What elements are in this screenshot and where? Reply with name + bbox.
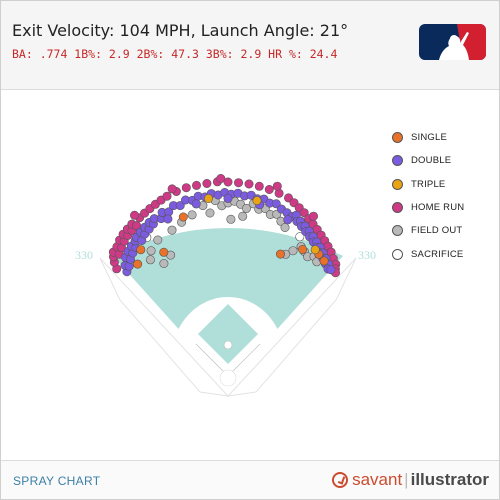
legend-label-field-out: FIELD OUT: [411, 225, 463, 237]
point-double: [175, 201, 185, 211]
point-home-run: [244, 179, 254, 189]
legend-label-double: DOUBLE: [411, 155, 452, 167]
point-double: [163, 214, 173, 224]
point-single: [178, 212, 188, 222]
single-dot-icon: [392, 132, 403, 144]
point-home-run: [308, 211, 318, 221]
legend-label-sacrifice: SACRIFICE: [411, 248, 464, 260]
footer: SPRAY CHART savant | illustrator: [1, 460, 499, 499]
point-field-out: [159, 258, 169, 268]
point-home-run: [299, 208, 309, 218]
legend-label-single: SINGLE: [411, 132, 448, 144]
point-home-run: [254, 181, 264, 191]
home-run-dot-icon: [392, 202, 403, 214]
chart-subtitle: BA: .774 1B%: 2.9 2B%: 47.3 3B%: 2.9 HR …: [12, 47, 338, 61]
point-field-out: [145, 255, 155, 265]
point-triple: [204, 194, 214, 204]
legend-item-home-run: HOME RUN: [392, 196, 464, 219]
chart-title: Exit Velocity: 104 MPH, Launch Angle: 21…: [12, 21, 349, 40]
left-foul-distance-label: 330: [75, 248, 93, 262]
point-double: [223, 193, 233, 203]
brand-savant-text: savant: [352, 470, 403, 489]
point-home-run: [234, 178, 244, 188]
point-field-out: [187, 210, 197, 220]
brand-illustrator-text: illustrator: [410, 470, 489, 489]
point-triple: [252, 196, 262, 206]
point-double: [283, 215, 293, 225]
point-home-run: [181, 183, 191, 193]
spray-chart: 330 330: [75, 174, 376, 397]
legend-item-sacrifice: SACRIFICE: [392, 242, 464, 265]
savant-illustrator-brand: savant | illustrator: [332, 470, 489, 490]
sacrifice-dot-icon: [392, 248, 403, 260]
home-plate-area: [219, 369, 237, 387]
point-home-run: [216, 174, 226, 184]
infield: [178, 297, 278, 387]
point-home-run: [162, 191, 172, 201]
baselines: [195, 343, 261, 377]
foul-territory-outline: [99, 257, 230, 397]
double-dot-icon: [392, 155, 403, 167]
header: Exit Velocity: 104 MPH, Launch Angle: 21…: [1, 1, 499, 90]
legend: SINGLE DOUBLE TRIPLE HOME RUN FIELD OUT …: [392, 126, 464, 266]
infield-grass: [198, 304, 258, 364]
legend-item-triple: TRIPLE: [392, 173, 464, 196]
legend-item-double: DOUBLE: [392, 149, 464, 172]
point-field-out: [280, 223, 290, 233]
savant-logo-icon: [332, 472, 349, 488]
point-field-out: [226, 214, 236, 224]
point-triple: [310, 245, 320, 255]
point-single: [136, 245, 146, 255]
point-field-out: [205, 208, 215, 218]
pitchers-mound: [223, 340, 233, 350]
triple-dot-icon: [392, 178, 403, 190]
point-double: [326, 265, 336, 275]
foul-territory-outline-right: [226, 257, 357, 397]
point-home-run: [130, 210, 140, 220]
legend-label-triple: TRIPLE: [411, 178, 446, 190]
mlb-logo-icon: [419, 24, 486, 60]
point-home-run: [202, 179, 212, 189]
point-field-out: [167, 225, 177, 235]
point-single: [133, 259, 143, 269]
legend-item-single: SINGLE: [392, 126, 464, 149]
legend-label-home-run: HOME RUN: [411, 202, 465, 214]
point-field-out: [238, 211, 248, 221]
point-sacrifice: [295, 232, 305, 242]
right-foul-distance-label: 330: [358, 248, 376, 262]
point-home-run: [264, 185, 274, 195]
point-single: [298, 245, 308, 255]
legend-item-field-out: FIELD OUT: [392, 219, 464, 242]
point-field-out: [153, 235, 163, 245]
point-field-out: [242, 203, 252, 213]
point-field-out: [288, 246, 298, 256]
field-out-dot-icon: [392, 225, 403, 237]
spray-chart-label: SPRAY CHART: [13, 474, 101, 488]
point-single: [319, 256, 329, 266]
point-double: [191, 199, 201, 209]
point-home-run: [167, 184, 177, 194]
point-home-run: [272, 181, 282, 191]
batted-ball-points: [108, 174, 341, 278]
point-home-run: [192, 180, 202, 190]
point-single: [159, 247, 169, 257]
point-field-out: [146, 246, 156, 256]
point-home-run: [223, 177, 233, 187]
brand-separator: |: [404, 470, 409, 489]
point-single: [275, 249, 285, 259]
